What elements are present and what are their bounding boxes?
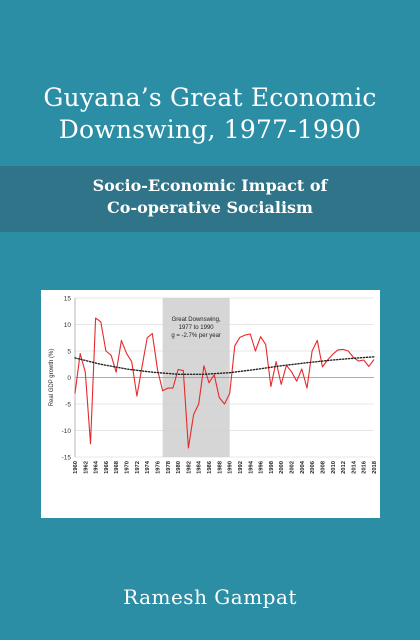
x-tick-label: 1966 [104,460,110,474]
x-tick-label: 2004 [300,460,306,474]
x-tick-label: 1970 [125,461,131,474]
x-tick-label: 2000 [279,461,285,474]
x-tick-label: 2014 [351,460,357,474]
x-tick-label: 1988 [217,460,223,474]
subtitle-line-1: Socio-Economic Impact of [92,176,328,195]
x-tick-label: 2018 [372,460,378,474]
x-tick-label: 1968 [114,460,120,474]
x-tick-label: 1990 [228,461,234,474]
y-axis-label: Real GDP growth (%) [49,349,55,407]
subtitle-line-2: Co-operative Socialism [107,198,313,217]
author-name: Ramesh Gampat [123,585,297,609]
x-tick-label: 1992 [238,461,244,474]
y-tick-label: 5 [67,349,71,356]
x-tick-label: 1976 [155,460,161,474]
x-tick-label: 1964 [94,460,100,474]
x-tick-label: 1978 [166,460,172,474]
y-tick-label: 0 [67,375,71,382]
annotation-text: g = -2.7% per year [171,333,221,339]
y-tick-label: 15 [64,296,72,303]
x-tick-label: 1982 [186,461,192,474]
x-tick-label: 2010 [331,461,337,474]
subtitle-band [0,166,420,232]
title-line-1: Guyana’s Great Economic [43,83,377,112]
y-tick-label: -5 [65,402,71,409]
x-tick-label: 1962 [83,461,89,474]
x-tick-label: 2006 [310,460,316,474]
y-tick-label: -15 [62,455,72,462]
x-tick-label: 1980 [176,461,182,474]
book-subtitle: Socio-Economic Impact of Co-operative So… [0,175,420,219]
book-title: Guyana’s Great Economic Downswing, 1977-… [0,82,420,146]
x-tick-label: 2012 [341,461,347,474]
gdp-growth-chart: 15 10 5 0 -5 -10 -15 1960 1962 1964 1966 1968 1970 19… [41,290,380,518]
x-tick-label: 1960 [73,461,79,474]
annotation-text: 1977 to 1990 [179,325,215,331]
x-tick-label: 2002 [290,461,296,474]
x-tick-label: 1994 [248,460,254,474]
x-tick-label: 1996 [259,460,265,474]
gdp-growth-line [74,317,375,449]
y-tick-label: -10 [62,428,72,435]
y-tick-label: 10 [64,322,72,329]
x-tick-label: 1984 [197,460,203,474]
x-tick-label: 2008 [320,460,326,474]
annotation-text: Great Downswing, [172,317,221,323]
x-tick-label: 1974 [145,460,151,474]
x-tick-label: 2016 [362,460,368,474]
trend-line [74,356,375,376]
x-tick-label: 1998 [269,460,275,474]
title-line-2: Downswing, 1977-1990 [58,115,362,144]
x-tick-label: 1972 [135,461,141,474]
x-tick-label: 1986 [207,460,213,474]
